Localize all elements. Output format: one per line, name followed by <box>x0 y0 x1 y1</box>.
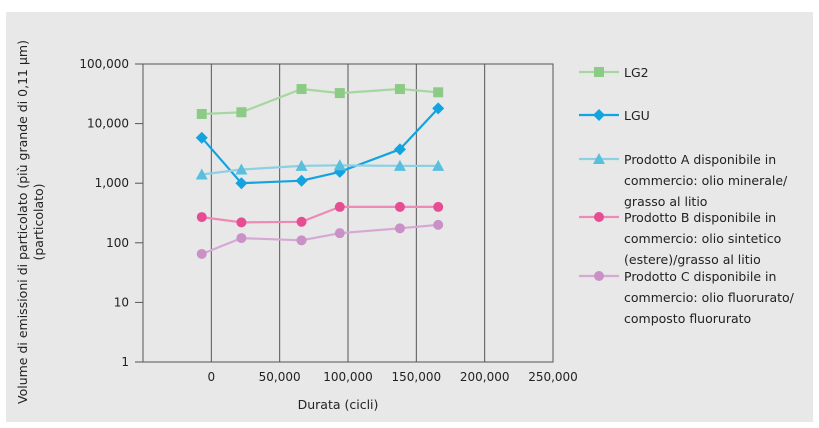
y-tick-label: 100,000 <box>79 57 129 71</box>
data-point <box>195 168 208 180</box>
grid-lines <box>135 63 554 363</box>
y-axis-title-line-2: (particolato) <box>31 183 46 260</box>
legend-item-4: Prodotto B disponibile in commercio: olio… <box>579 210 781 267</box>
data-point <box>432 102 445 115</box>
legend-swatch-marker <box>593 109 605 121</box>
x-tick-labels: 0 50,000 100,000 150,000 200,000 250,000 <box>208 370 578 384</box>
data-point <box>394 201 405 212</box>
y-tick-label: 1,000 <box>95 176 129 190</box>
legend-label: grasso al litio <box>624 194 707 209</box>
data-point <box>334 201 345 212</box>
data-point <box>296 216 307 227</box>
data-series <box>195 84 445 259</box>
legend-label: Prodotto B disponibile in <box>624 210 776 225</box>
data-point <box>393 143 406 156</box>
data-point <box>433 201 444 212</box>
data-point <box>393 159 406 171</box>
x-tick-label: 100,000 <box>323 370 373 384</box>
series-line <box>201 223 439 256</box>
data-point <box>196 212 207 223</box>
legend-label: (estere)/grasso al litio <box>624 252 761 267</box>
series-line <box>201 205 439 224</box>
y-tick-label: 1 <box>121 355 129 369</box>
legend-label: LGU <box>624 108 650 123</box>
data-point <box>433 87 444 98</box>
series-1 <box>196 84 444 119</box>
data-point <box>236 107 247 118</box>
legend-swatch-marker <box>594 67 604 77</box>
data-point <box>334 228 345 239</box>
data-point <box>432 159 445 171</box>
y-tick-labels: 1 10 100 1,000 10,000 100,000 <box>79 57 129 369</box>
data-point <box>236 233 247 244</box>
series-2 <box>195 102 445 190</box>
data-point <box>235 163 248 175</box>
data-point <box>235 177 248 190</box>
legend-swatch-marker <box>594 212 604 222</box>
chart-panel: 0 50,000 100,000 150,000 200,000 250,000 1 10 1… <box>6 12 813 422</box>
legend-label: commercio: olio fluorurato/ <box>624 290 795 305</box>
series-line <box>201 87 439 116</box>
data-point <box>394 223 405 234</box>
data-point <box>195 131 208 144</box>
legend-label: LG2 <box>624 65 649 80</box>
x-tick-label: 250,000 <box>528 370 578 384</box>
legend-swatch-marker <box>594 271 604 281</box>
legend-item-5: Prodotto C disponibile in commercio: olio… <box>579 269 795 326</box>
legend-label: composto fluorurato <box>624 311 751 326</box>
data-point <box>296 235 307 246</box>
series-5 <box>196 219 444 259</box>
x-tick-label: 50,000 <box>259 370 301 384</box>
data-point <box>433 219 444 230</box>
legend-item-3: Prodotto A disponibile in commercio: olio… <box>579 152 788 209</box>
data-point <box>196 248 207 259</box>
y-tick-label: 100 <box>106 236 129 250</box>
data-point <box>333 159 346 171</box>
series-4 <box>196 201 444 228</box>
data-point <box>236 217 247 228</box>
data-point <box>394 84 405 95</box>
series-3 <box>195 159 445 180</box>
x-tick-label: 200,000 <box>460 370 510 384</box>
x-axis-title: Durata (cicli) <box>298 397 379 412</box>
series-line <box>201 164 439 176</box>
legend-label: Prodotto A disponibile in <box>624 152 776 167</box>
y-tick-label: 10 <box>114 295 129 309</box>
data-point <box>295 174 308 187</box>
legend-label: Prodotto C disponibile in <box>624 269 776 284</box>
data-point <box>334 88 345 99</box>
legend: LG2 LGU Prodotto A disponibile in commercio… <box>579 65 795 326</box>
x-tick-label: 0 <box>208 370 216 384</box>
x-tick-label: 150,000 <box>392 370 442 384</box>
line-chart: 0 50,000 100,000 150,000 200,000 250,000 1101… <box>15 40 795 412</box>
data-point <box>295 159 308 171</box>
legend-label: commercio: olio sintetico <box>624 231 781 246</box>
series-line <box>200 107 440 185</box>
y-tick-label: 10,000 <box>87 117 129 131</box>
legend-item-1: LG2 <box>579 65 649 80</box>
data-point <box>196 108 207 119</box>
legend-swatch-marker <box>593 153 605 164</box>
y-axis-title: Volume di emissioni di particolato (più … <box>15 40 46 404</box>
data-point <box>296 84 307 95</box>
y-axis-title-line-1: Volume di emissioni di particolato (più … <box>15 40 30 404</box>
legend-label: commercio: olio minerale/ <box>624 173 788 188</box>
legend-item-2: LGU <box>579 108 650 123</box>
